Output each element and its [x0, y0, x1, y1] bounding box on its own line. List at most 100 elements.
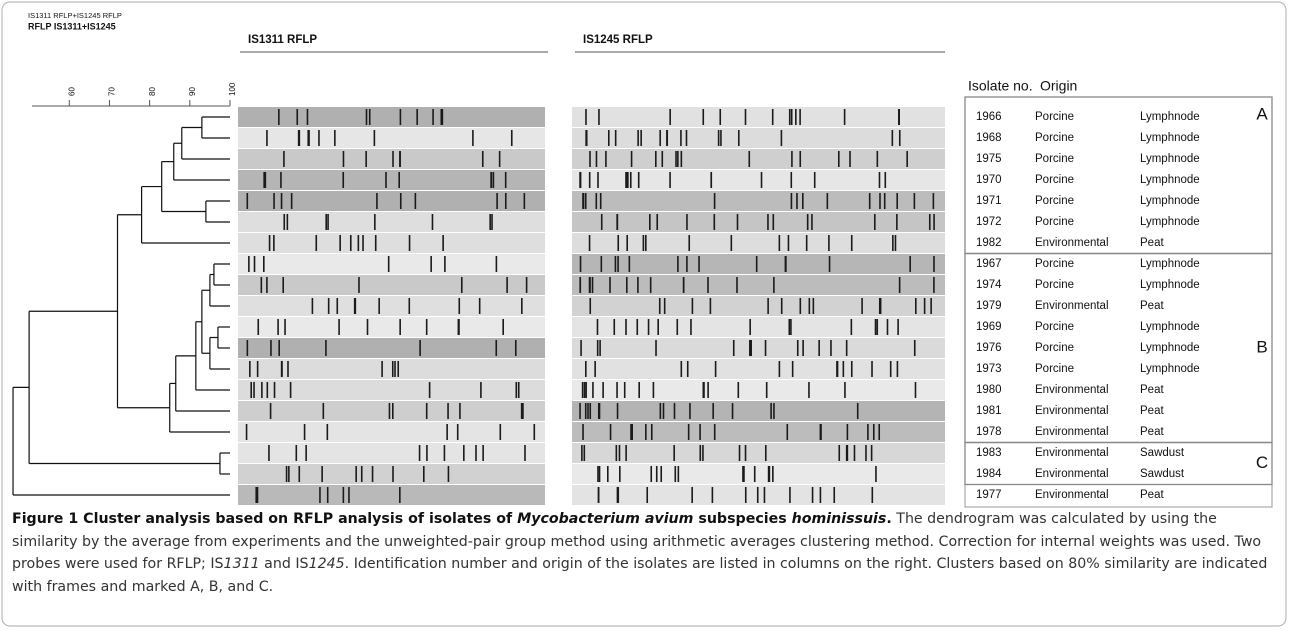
gel-title: IS1311 RFLP — [248, 34, 317, 46]
gel-lane — [238, 212, 545, 232]
scale-tick-label: 70 — [108, 87, 117, 96]
gel-lane — [572, 128, 945, 148]
column-header: Isolate no. — [968, 78, 1033, 94]
table-cell: Porcine — [1035, 153, 1074, 165]
caption-run: Figure 1 Cluster analysis based on RFLP … — [12, 511, 518, 527]
table-cell: Peat — [1140, 237, 1164, 249]
gel-lane — [238, 233, 545, 253]
table-cell: Peat — [1140, 300, 1164, 312]
caption-run: hominissuis — [791, 511, 887, 527]
gel-lane — [572, 359, 945, 379]
table-frame — [964, 96, 1273, 508]
cluster-label: B — [1256, 337, 1267, 356]
table-cell: Porcine — [1035, 216, 1074, 228]
table-cell: Lymphnode — [1140, 342, 1200, 354]
gel-lane — [238, 443, 545, 463]
gel-lane — [238, 275, 545, 295]
table-cell: Environmental — [1035, 468, 1109, 480]
table-cell: Porcine — [1035, 258, 1074, 270]
table-cell: Environmental — [1035, 300, 1109, 312]
caption-run: . Identification number and origin of th… — [12, 556, 1268, 595]
header-small-label: IS1311 RFLP+IS1245 RFLP — [28, 11, 122, 20]
table-cell: 1984 — [976, 468, 1002, 480]
caption-run: 1311 — [223, 556, 260, 572]
table-cell: 1971 — [976, 195, 1002, 207]
table-cell: 1968 — [976, 132, 1002, 144]
gel-lane — [572, 422, 945, 442]
column-header: Origin — [1040, 78, 1077, 94]
table-cell: Environmental — [1035, 405, 1109, 417]
caption-run: Mycobacterium avium — [517, 511, 694, 527]
gel-lane — [238, 128, 545, 148]
table-cell: Peat — [1140, 489, 1164, 501]
gel-lane — [238, 191, 545, 211]
gel-lane — [572, 338, 945, 358]
caption-run: 1245 — [308, 556, 345, 572]
gel-lane — [572, 107, 945, 127]
table-cell: Porcine — [1035, 342, 1074, 354]
scale-tick-label: 60 — [67, 87, 76, 96]
cluster-label: A — [1256, 105, 1268, 124]
gel-lane — [238, 401, 545, 421]
table-cell: Sawdust — [1140, 447, 1185, 459]
gel-lane — [238, 485, 545, 505]
table-cell: Porcine — [1035, 111, 1074, 123]
gel-lane — [572, 191, 945, 211]
table-cell: Environmental — [1035, 447, 1109, 459]
table-cell: 1977 — [976, 489, 1002, 501]
table-cell: Porcine — [1035, 195, 1074, 207]
table-cell: Lymphnode — [1140, 258, 1200, 270]
gel-title: IS1245 RFLP — [583, 34, 653, 46]
scale-tick-label: 90 — [188, 87, 197, 96]
table-cell: 1980 — [976, 384, 1002, 396]
table-cell: Environmental — [1035, 426, 1109, 438]
gel-lane — [238, 296, 545, 316]
table-cell: Porcine — [1035, 279, 1074, 291]
table-cell: Lymphnode — [1140, 363, 1200, 375]
gel-lane — [572, 149, 945, 169]
caption-run: The dendrogram was calculated by using t… — [12, 511, 1262, 572]
table-cell: Environmental — [1035, 384, 1109, 396]
gel-lane — [572, 254, 945, 274]
table-cell: 1981 — [976, 405, 1002, 417]
table-cell: 1975 — [976, 153, 1002, 165]
table-cell: Porcine — [1035, 321, 1074, 333]
table-cell: 1969 — [976, 321, 1002, 333]
cluster-frame — [964, 96, 1273, 255]
table-cell: 1982 — [976, 237, 1002, 249]
table-cell: Lymphnode — [1140, 153, 1200, 165]
gel-lane — [238, 317, 545, 337]
caption-run: subspecies — [693, 511, 792, 527]
table-cell: Lymphnode — [1140, 279, 1200, 291]
table-cell: Lymphnode — [1140, 321, 1200, 333]
table-cell: 1970 — [976, 174, 1002, 186]
table-cell: Lymphnode — [1140, 195, 1200, 207]
caption-run: and IS — [259, 556, 309, 572]
gel-lane — [238, 380, 545, 400]
gel-lane — [572, 170, 945, 190]
gel-lane — [238, 170, 545, 190]
table-cell: 1978 — [976, 426, 1002, 438]
gel-lane — [572, 464, 945, 484]
table-cell: Porcine — [1035, 363, 1074, 375]
gel-lane — [572, 317, 945, 337]
gel-lane — [238, 359, 545, 379]
gel-lane — [238, 422, 545, 442]
gel-lane — [238, 149, 545, 169]
table-cell: Peat — [1140, 405, 1164, 417]
gel-lane — [238, 254, 545, 274]
table-cell: Environmental — [1035, 237, 1109, 249]
caption: Figure 1 Cluster analysis based on RFLP … — [12, 508, 1274, 598]
cluster-frame — [964, 441, 1273, 486]
table-cell: Lymphnode — [1140, 132, 1200, 144]
table-cell: Lymphnode — [1140, 174, 1200, 186]
table-cell: 1983 — [976, 447, 1002, 459]
scale-tick-label: 100 — [228, 82, 237, 96]
table-cell: 1976 — [976, 342, 1002, 354]
table-cell: 1979 — [976, 300, 1002, 312]
caption-run: . — [886, 511, 892, 527]
gel-lane — [572, 275, 945, 295]
